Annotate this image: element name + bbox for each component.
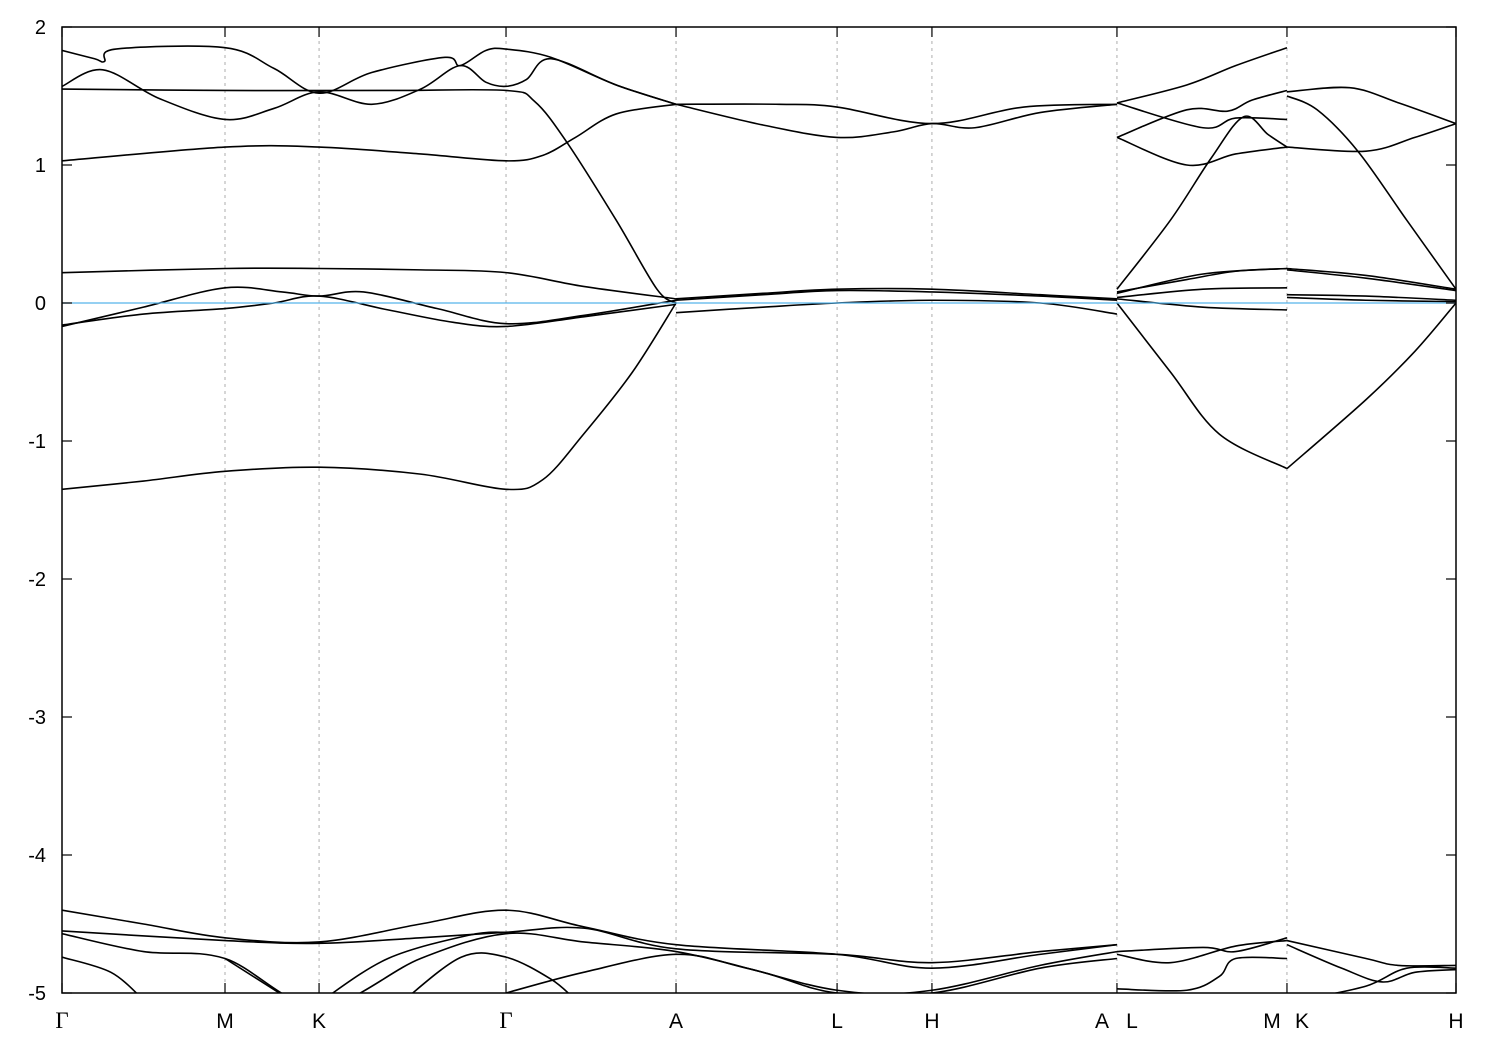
band-line — [1116, 115, 1288, 290]
k-point-label: L — [1126, 1010, 1138, 1033]
band-line — [62, 295, 677, 328]
band-line — [1286, 302, 1456, 470]
band-line — [1116, 302, 1288, 470]
band-line — [1286, 267, 1456, 290]
band-line — [1116, 298, 1287, 311]
band-line — [1286, 122, 1456, 153]
band-line — [675, 287, 1117, 300]
y-tick-label: 0 — [35, 293, 46, 315]
y-tick-label: 2 — [35, 17, 46, 39]
band-line — [675, 103, 1118, 139]
band-line — [1116, 267, 1288, 295]
band-line — [1116, 956, 1287, 992]
band-line — [411, 952, 570, 993]
band-line — [1116, 937, 1288, 953]
band-line — [62, 956, 138, 993]
y-axis: -5 -4 -3 -2 -1 0 1 2 — [28, 17, 1456, 1005]
band-line — [675, 299, 1118, 315]
band-line — [62, 932, 1118, 993]
band-line — [675, 289, 1117, 302]
band-line — [1116, 102, 1287, 129]
band-line — [1286, 296, 1456, 303]
k-point-label: Γ — [55, 1008, 68, 1033]
plot-frame — [61, 26, 1457, 994]
band-line — [676, 103, 1117, 125]
band-line — [62, 88, 677, 304]
y-tick-label: -1 — [28, 431, 46, 453]
bands — [62, 45, 1456, 993]
band-line — [1116, 939, 1288, 964]
y-tick-label: -3 — [28, 707, 46, 729]
band-line — [62, 909, 1118, 969]
band-line — [1116, 136, 1288, 167]
band-line — [1286, 269, 1456, 292]
band-line — [505, 953, 1118, 993]
band-line — [62, 926, 1118, 964]
band-line — [1116, 287, 1287, 299]
k-point-label: L — [831, 1010, 843, 1033]
band-line — [331, 931, 507, 993]
grid-lines — [224, 27, 1288, 993]
k-point-label: H — [924, 1010, 939, 1033]
k-point-label: Γ — [499, 1008, 512, 1033]
band-line — [1286, 939, 1456, 967]
band-line — [1286, 95, 1456, 290]
band-line — [62, 302, 677, 491]
band-line — [1116, 89, 1288, 139]
k-point-label: M — [216, 1010, 234, 1033]
y-tick-label: 1 — [35, 155, 46, 177]
band-line — [1286, 943, 1456, 983]
y-tick-label: -2 — [28, 569, 46, 591]
band-line — [1116, 46, 1288, 104]
band-line — [62, 57, 677, 121]
k-point-label: K — [1295, 1010, 1309, 1033]
k-point-label: M — [1263, 1010, 1281, 1033]
band-line — [62, 45, 677, 106]
y-tick-label: -5 — [28, 983, 46, 1005]
band-line — [62, 103, 677, 162]
k-point-label: A — [669, 1010, 683, 1033]
band-line — [62, 267, 677, 300]
k-point-label: A — [1095, 1010, 1109, 1033]
band-line — [1286, 86, 1456, 125]
y-tick-label: -4 — [28, 845, 46, 867]
band-line — [1286, 293, 1456, 302]
band-line — [1332, 966, 1456, 993]
band-line — [224, 957, 281, 993]
k-point-label: K — [312, 1010, 326, 1033]
band-line — [62, 286, 677, 328]
k-point-label: H — [1448, 1010, 1463, 1033]
